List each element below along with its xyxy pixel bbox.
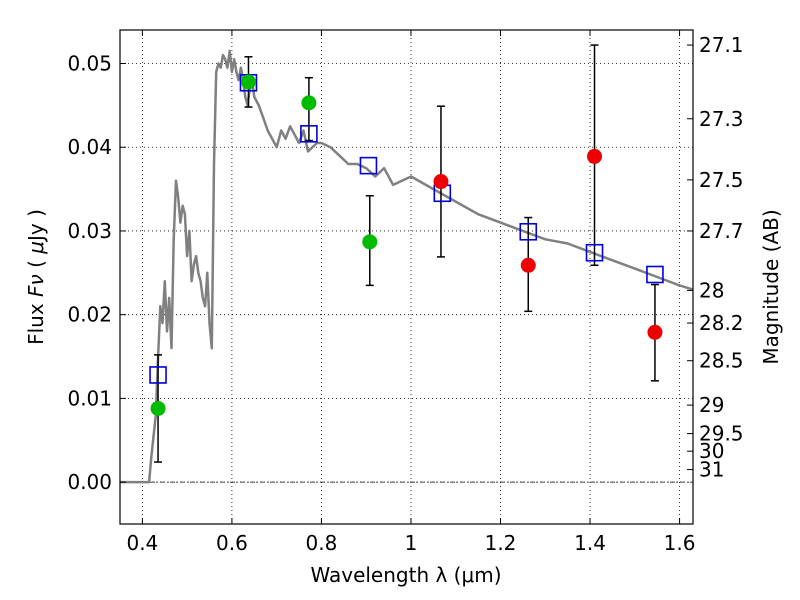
right-tick-label: 27.5: [699, 168, 744, 192]
model-square-marker: [359, 156, 378, 175]
model-square-marker: [585, 243, 604, 262]
right-tick-label: 27.7: [699, 219, 744, 243]
red-data-point: [587, 148, 603, 164]
error-bars: [154, 44, 659, 463]
plot-frame: [119, 29, 694, 525]
x-tick-label: 1.6: [664, 531, 696, 555]
right-tick-label: 28: [699, 278, 724, 302]
x-tick-label: 0.6: [216, 531, 248, 555]
x-tick-label: 1: [405, 531, 418, 555]
right-tick-label: 31: [699, 458, 724, 482]
ticks: [120, 30, 693, 524]
y-tick-label: 0.01: [67, 386, 112, 410]
x-axis-label: Wavelength λ (μm): [310, 563, 501, 587]
model-square-marker: [149, 366, 167, 384]
model-square-marker: [300, 125, 318, 143]
model-square-marker: [519, 222, 538, 241]
right-tick-label: 29: [699, 393, 724, 417]
x-tick-label: 1.4: [574, 531, 606, 555]
x-tick-label: 0.4: [126, 531, 158, 555]
tick-labels: 0.4 0.6 0.8 1 1.2 1.4 1.6 0.00 0.01 0.02 0.03 0.04 0…: [67, 33, 743, 555]
green-data-point: [150, 400, 166, 416]
green-data-point: [301, 95, 317, 111]
right-tick-label: 28.2: [699, 311, 744, 335]
red-data-point: [520, 257, 536, 273]
green-data-point: [362, 234, 378, 250]
right-tick-label: 29.5: [699, 422, 744, 446]
model-square-marker: [646, 265, 664, 284]
y-tick-label: 0.03: [67, 219, 112, 243]
green-data-point: [240, 74, 256, 90]
x-tick-label: 0.8: [306, 531, 338, 555]
axes-box: [119, 29, 694, 525]
y-axis-label: Flux Fν ( μJy ): [24, 209, 48, 345]
red-data-point: [433, 174, 449, 190]
model-sed-line: [120, 49, 694, 484]
x-tick-label: 1.2: [485, 531, 517, 555]
right-tick-label: 30: [699, 439, 724, 463]
right-tick-label: 28.5: [699, 349, 744, 373]
right-tick-label: 27.1: [699, 33, 744, 57]
model-photometry-squares: [149, 73, 664, 384]
model-sed-curve: [120, 49, 694, 484]
observed-points: [150, 74, 663, 416]
y-tick-label: 0.02: [67, 303, 112, 327]
y-tick-label: 0.04: [67, 135, 112, 159]
red-data-point: [647, 324, 663, 340]
y-tick-label: 0.00: [67, 470, 112, 494]
right-tick-label: 27.3: [699, 107, 744, 131]
right-axis-label: Magnitude (AB): [759, 209, 783, 364]
y-tick-label: 0.05: [67, 51, 112, 75]
